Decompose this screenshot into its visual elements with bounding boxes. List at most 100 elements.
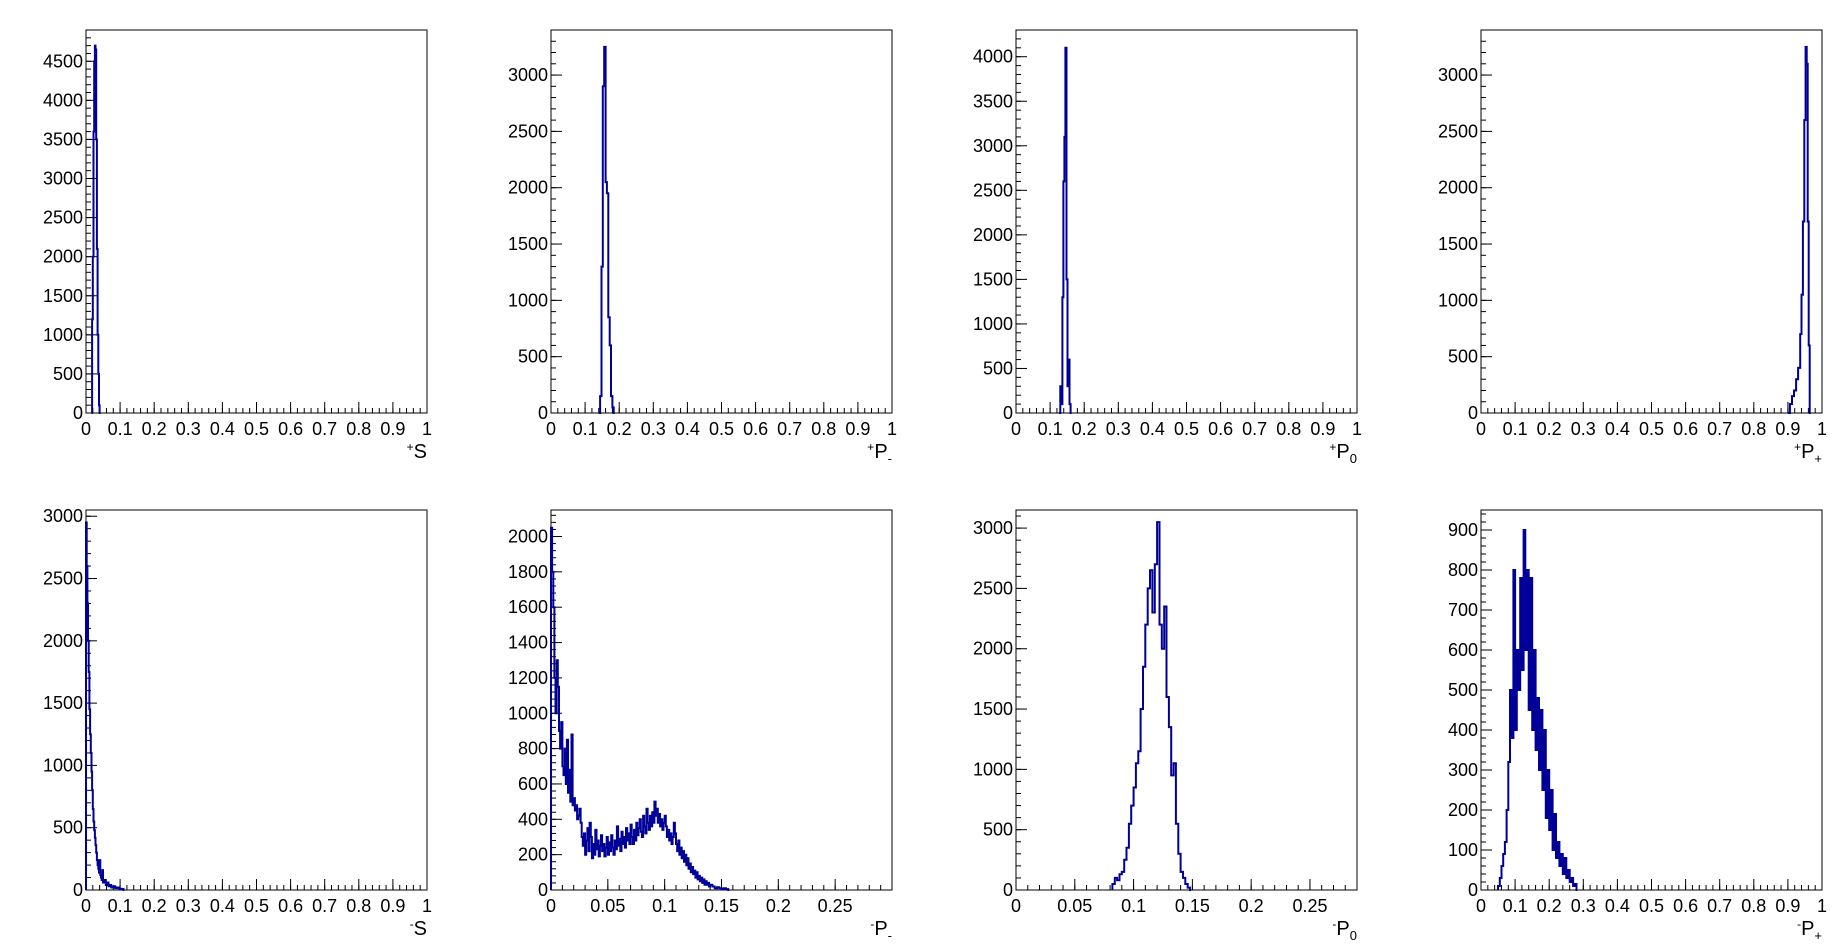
x-tick-label: 1 (422, 419, 432, 439)
x-tick-label: 0.3 (1106, 419, 1131, 439)
x-tick-label: 1 (1817, 896, 1827, 916)
y-tick-label: 4000 (43, 90, 83, 110)
histogram-series (1059, 46, 1072, 414)
x-tick-label: 0.4 (1605, 896, 1630, 916)
histogram-series (91, 44, 101, 414)
y-tick-label: 3000 (508, 65, 548, 85)
x-axis-title: +P0 (1329, 440, 1357, 466)
x-tick-label: 0.6 (1673, 419, 1698, 439)
y-tick-label: 1500 (43, 693, 83, 713)
y-tick-label: 1500 (973, 699, 1013, 719)
y-tick-label: 900 (1448, 520, 1478, 540)
x-tick-label: 0.25 (1292, 896, 1327, 916)
x-tick-label: 0.8 (1741, 896, 1766, 916)
y-tick-label: 2500 (973, 180, 1013, 200)
x-tick-label: 0.5 (244, 896, 269, 916)
histogram-panel-5: 0 0.1 0.2 0.3 0.4 0.5 0.6 0.7 0.8 0.9 1 0 500 1000 150… (43, 506, 432, 940)
x-tick-label: 0.1 (1038, 419, 1063, 439)
histogram-series (1111, 521, 1191, 891)
y-tick-label: 3000 (1438, 65, 1478, 85)
y-tick-label: 500 (53, 364, 83, 384)
x-tick-label: 0.8 (1741, 419, 1766, 439)
y-tick-label: 200 (518, 845, 548, 865)
y-tick-label: 1000 (43, 755, 83, 775)
y-tick-label: 1400 (508, 633, 548, 653)
y-tick-label: 3000 (973, 136, 1013, 156)
x-tick-label: 0.4 (210, 419, 235, 439)
histogram-series (550, 526, 730, 891)
y-tick-label: 1000 (973, 759, 1013, 779)
x-tick-label: 0 (1476, 419, 1486, 439)
y-tick-label: 500 (983, 358, 1013, 378)
y-tick-label: 0 (538, 403, 548, 423)
y-tick-label: 100 (1448, 840, 1478, 860)
y-tick-label: 500 (983, 820, 1013, 840)
x-tick-label: 0.05 (590, 896, 625, 916)
y-tick-label: 2500 (508, 121, 548, 141)
x-tick-label: 0.1 (652, 896, 677, 916)
histogram-panel-3: 0 0.1 0.2 0.3 0.4 0.5 0.6 0.7 0.8 0.9 1 0 500 1000 150… (973, 29, 1362, 466)
x-tick-label: 0.2 (142, 419, 167, 439)
histogram-series (1497, 529, 1578, 891)
y-tick-label: 3000 (43, 169, 83, 189)
x-tick-label: 0.7 (1707, 896, 1732, 916)
x-tick-label: 0.4 (1605, 419, 1630, 439)
histogram-series (598, 45, 615, 414)
x-tick-label: 0.9 (1775, 419, 1800, 439)
x-tick-label: 1 (422, 896, 432, 916)
x-axis-title: +P+ (1794, 440, 1822, 466)
y-tick-label: 500 (1448, 347, 1478, 367)
x-tick-label: 0.2 (766, 896, 791, 916)
x-tick-label: 0.5 (709, 419, 734, 439)
plot-frame (1015, 509, 1358, 891)
x-tick-label: 0 (546, 896, 556, 916)
y-tick-label: 500 (53, 818, 83, 838)
y-tick-label: 1000 (1438, 290, 1478, 310)
y-tick-label: 600 (518, 774, 548, 794)
y-tick-label: 1000 (43, 325, 83, 345)
x-tick-label: 0.1 (108, 419, 133, 439)
y-tick-label: 1500 (973, 269, 1013, 289)
y-tick-label: 3500 (973, 91, 1013, 111)
x-tick-label: 0.6 (1673, 896, 1698, 916)
x-tick-label: 0.2 (1239, 896, 1264, 916)
plot-frame (550, 509, 893, 891)
y-tick-label: 2000 (1438, 178, 1478, 198)
y-tick-label: 400 (1448, 720, 1478, 740)
x-tick-label: 0.5 (1639, 896, 1664, 916)
y-tick-label: 3000 (43, 506, 83, 526)
histogram-panel-7: 0 0.05 0.1 0.15 0.2 0.25 0 500 1000 1500 2000 2500 3… (973, 509, 1358, 943)
x-tick-label: 0.2 (1537, 896, 1562, 916)
y-tick-label: 1600 (508, 597, 548, 617)
x-tick-label: 1 (1817, 419, 1827, 439)
x-tick-label: 0 (81, 896, 91, 916)
x-tick-label: 0.3 (1571, 419, 1596, 439)
x-tick-label: 0.3 (176, 896, 201, 916)
y-tick-label: 0 (1468, 880, 1478, 900)
plot-frame (1480, 29, 1823, 414)
x-tick-label: 0.6 (1208, 419, 1233, 439)
x-tick-label: 0.3 (641, 419, 666, 439)
plot-frame (85, 509, 428, 891)
x-tick-label: 0.2 (1072, 419, 1097, 439)
x-tick-label: 0.4 (210, 896, 235, 916)
y-tick-label: 2000 (508, 527, 548, 547)
y-tick-label: 1800 (508, 562, 548, 582)
x-tick-label: 0.5 (1639, 419, 1664, 439)
y-tick-label: 1500 (508, 234, 548, 254)
histogram-panel-4: 0 0.1 0.2 0.3 0.4 0.5 0.6 0.7 0.8 0.9 1 0 500 1000 150… (1438, 29, 1827, 466)
y-tick-label: 1500 (43, 286, 83, 306)
x-axis-title: -P0 (1332, 917, 1357, 943)
x-tick-label: 0.9 (1310, 419, 1335, 439)
x-tick-label: 0.1 (1121, 896, 1146, 916)
y-tick-label: 800 (518, 739, 548, 759)
y-tick-label: 300 (1448, 760, 1478, 780)
y-tick-label: 400 (518, 809, 548, 829)
x-tick-label: 0.6 (278, 896, 303, 916)
x-tick-label: 0.8 (346, 896, 371, 916)
x-tick-label: 0.8 (811, 419, 836, 439)
x-tick-label: 0.7 (312, 419, 337, 439)
x-tick-label: 0.9 (380, 896, 405, 916)
x-tick-label: 0.6 (278, 419, 303, 439)
